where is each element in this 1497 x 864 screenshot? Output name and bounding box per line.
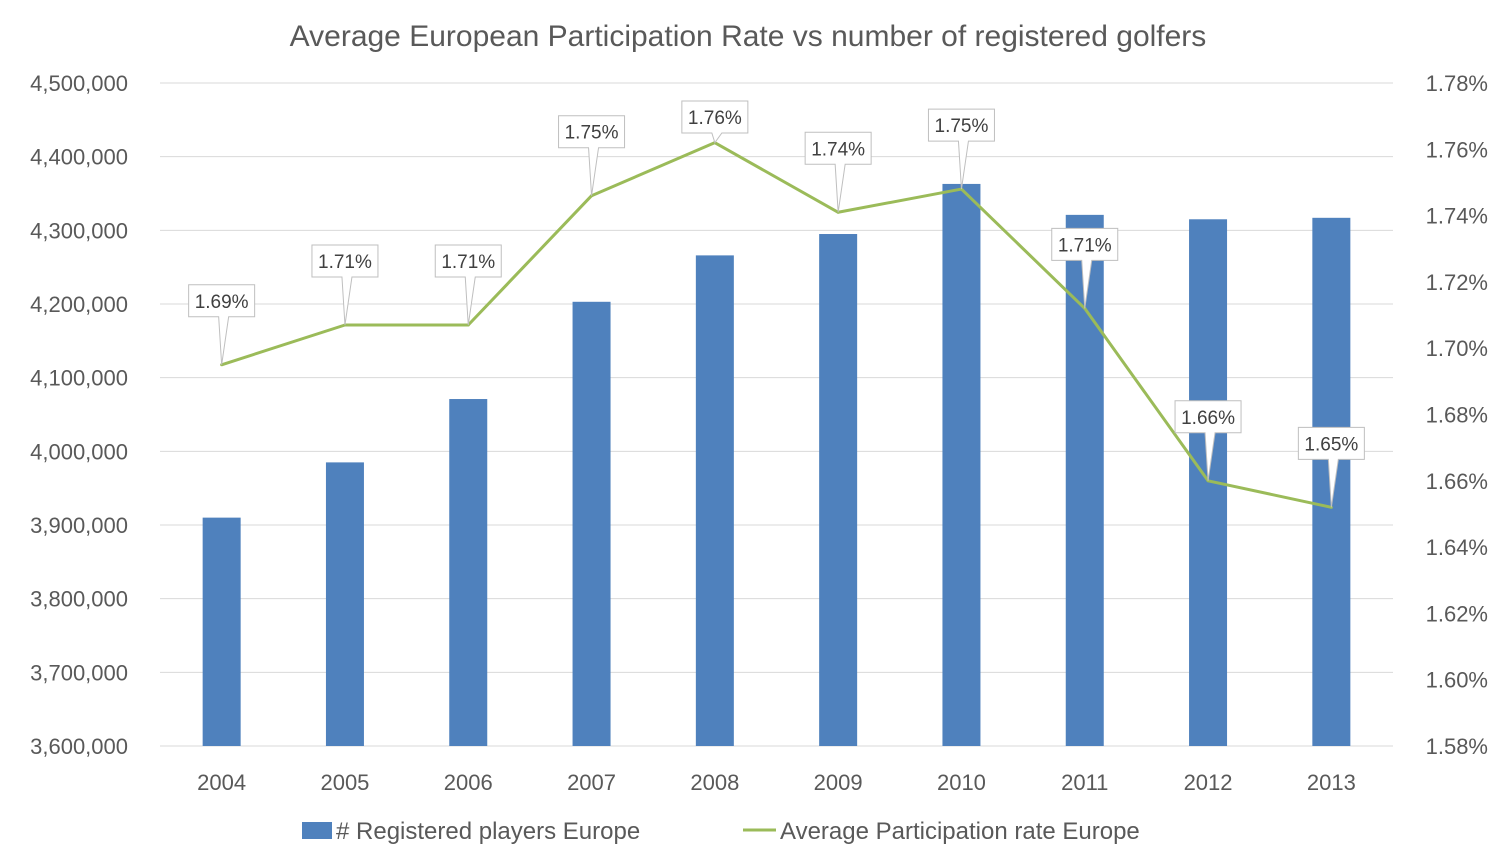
gridlines	[160, 82, 1393, 747]
data-label-box	[311, 244, 379, 326]
legend: # Registered players Europe Average Part…	[302, 818, 1140, 845]
right-tick-label: 1.76%	[1426, 137, 1488, 162]
left-tick-label: 4,300,000	[30, 218, 128, 243]
data-label-box	[434, 244, 502, 326]
bar	[695, 255, 734, 746]
data-label-box	[681, 100, 749, 144]
data-label-box	[804, 131, 872, 213]
data-label: 1.75%	[565, 123, 619, 144]
x-tick-label: 2005	[320, 770, 369, 795]
x-tick-label: 2007	[567, 770, 616, 795]
x-axis: 2004 2005 2006 2007 2008 2009 2010 2011 2012 2013	[197, 770, 1356, 795]
right-tick-label: 1.70%	[1426, 336, 1488, 361]
x-tick-label: 2011	[1061, 770, 1108, 795]
bar	[819, 234, 858, 746]
x-tick-label: 2013	[1307, 770, 1356, 795]
data-label-box	[188, 284, 256, 365]
data-label: 1.71%	[1058, 235, 1112, 256]
bar	[449, 399, 488, 746]
x-tick-label: 2009	[814, 770, 863, 795]
left-tick-label: 3,600,000	[30, 734, 128, 759]
right-tick-label: 1.62%	[1426, 601, 1488, 626]
right-tick-label: 1.72%	[1426, 270, 1488, 295]
right-tick-label: 1.74%	[1426, 204, 1488, 229]
data-label: 1.74%	[811, 139, 865, 160]
left-axis: 3,600,000 3,700,000 3,800,000 3,900,000 4,00…	[30, 71, 128, 759]
data-label: 1.71%	[441, 252, 495, 273]
data-label: 1.75%	[935, 116, 989, 137]
left-tick-label: 4,500,000	[30, 71, 128, 96]
x-tick-label: 2010	[937, 770, 986, 795]
x-tick-label: 2012	[1184, 770, 1233, 795]
left-tick-label: 4,100,000	[30, 366, 128, 391]
right-tick-label: 1.64%	[1426, 535, 1488, 560]
right-tick-label: 1.68%	[1426, 403, 1488, 428]
left-tick-label: 4,200,000	[30, 292, 128, 317]
right-tick-label: 1.66%	[1426, 469, 1488, 494]
left-tick-label: 3,800,000	[30, 587, 128, 612]
legend-bar-swatch	[302, 822, 332, 839]
right-axis: 1.58% 1.60% 1.62% 1.64% 1.66% 1.68% 1.70% 1.72%…	[1426, 71, 1488, 759]
data-label-box	[1297, 426, 1365, 508]
left-tick-label: 3,900,000	[30, 513, 128, 538]
chart-title: Average European Participation Rate vs n…	[290, 20, 1207, 53]
data-label-box	[927, 108, 995, 190]
bar	[942, 183, 981, 746]
legend-line-label: Average Participation rate Europe	[780, 818, 1140, 845]
left-tick-label: 4,400,000	[30, 145, 128, 170]
data-label-box	[558, 115, 626, 196]
line-path	[221, 141, 1332, 509]
x-tick-label: 2004	[197, 770, 246, 795]
data-label: 1.66%	[1181, 408, 1235, 429]
data-labels: 1.69% 1.71% 1.71% 1.75% 1.76% 1.74% 1.75% 1.71%…	[188, 100, 1365, 508]
right-tick-label: 1.78%	[1426, 71, 1488, 96]
data-label: 1.65%	[1304, 434, 1358, 455]
left-tick-label: 4,000,000	[30, 439, 128, 464]
data-label: 1.71%	[318, 252, 372, 273]
bar	[572, 301, 611, 746]
bar	[202, 517, 241, 746]
x-tick-label: 2008	[690, 770, 739, 795]
legend-bar-label: # Registered players Europe	[336, 818, 640, 845]
data-label-box	[1051, 227, 1119, 309]
left-tick-label: 3,700,000	[30, 660, 128, 685]
right-tick-label: 1.58%	[1426, 734, 1488, 759]
data-label: 1.69%	[195, 292, 249, 313]
data-label: 1.76%	[688, 108, 742, 129]
bar	[325, 462, 364, 746]
data-label-box	[1174, 400, 1242, 481]
right-tick-label: 1.60%	[1426, 668, 1488, 693]
x-tick-label: 2006	[444, 770, 493, 795]
